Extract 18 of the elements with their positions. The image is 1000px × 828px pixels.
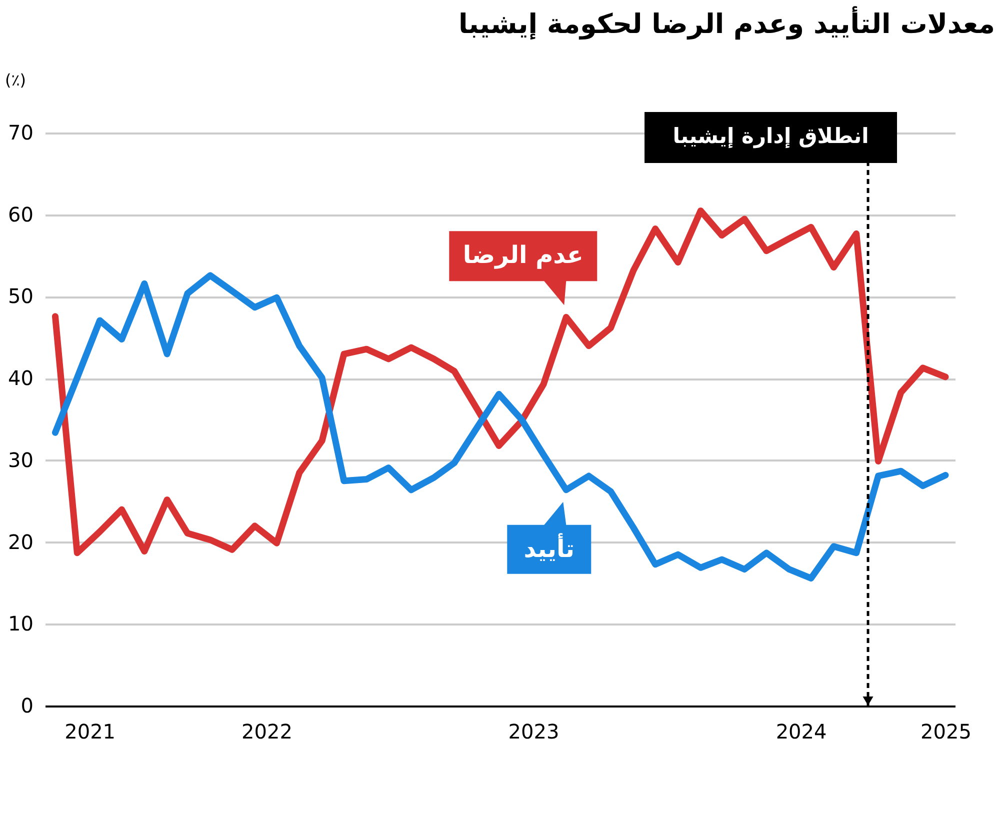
y-tick-label: 70 — [8, 120, 34, 144]
series-label: تأييد — [524, 532, 574, 563]
y-tick-label: 20 — [8, 530, 34, 554]
y-tick-label: 50 — [8, 284, 34, 308]
y-tick-label: 0 — [20, 694, 34, 718]
y-tick-label: 10 — [8, 612, 34, 636]
x-tick-label: 2025 — [920, 720, 972, 744]
series-label: عدم الرضا — [462, 241, 584, 270]
y-tick-label: 40 — [8, 366, 34, 390]
y-axis-title: (٪) — [4, 70, 26, 90]
ref-line-label: انطلاق إدارة إيشيبا — [672, 124, 869, 149]
chart-title: معدلات التأييد وعدم الرضا لحكومة إيشيبا — [458, 6, 995, 40]
y-tick-label: 60 — [8, 202, 34, 226]
x-tick-label: 2023 — [508, 720, 560, 744]
x-tick-label: 2022 — [242, 720, 292, 744]
y-tick-label: 30 — [8, 448, 34, 472]
x-tick-label: 2021 — [64, 720, 116, 744]
x-tick-label: 2024 — [776, 720, 827, 744]
